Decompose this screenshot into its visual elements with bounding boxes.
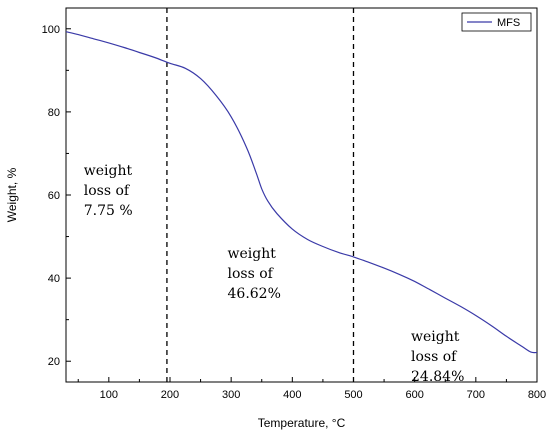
annotation-line: loss of bbox=[228, 266, 275, 282]
x-tick-label: 300 bbox=[222, 389, 240, 401]
legend-entry: MFS bbox=[497, 17, 520, 29]
legend-box bbox=[461, 12, 532, 32]
y-tick-label: 100 bbox=[42, 24, 60, 36]
y-tick-label: 60 bbox=[48, 190, 60, 202]
annotation-line: 24.84% bbox=[411, 369, 464, 385]
plot-frame bbox=[65, 7, 538, 383]
x-tick-label: 600 bbox=[405, 389, 423, 401]
x-tick-label: 200 bbox=[161, 389, 179, 401]
y-tick-label: 40 bbox=[48, 273, 60, 285]
plot-border bbox=[65, 7, 538, 383]
x-axis-label: Temperature, °C bbox=[258, 416, 346, 430]
y-axis-label: Weight, % bbox=[5, 167, 19, 222]
y-tick-label: 80 bbox=[48, 107, 60, 119]
y-axis-ticks: 20 40 60 80 100 bbox=[42, 24, 71, 368]
annotation-line: weight bbox=[84, 163, 133, 179]
annotation-line: 46.62% bbox=[228, 286, 281, 302]
annotation-line: weight bbox=[228, 246, 277, 262]
annotation-line: weight bbox=[411, 329, 460, 345]
legend: MFS bbox=[461, 12, 532, 32]
phase-divider-lines bbox=[166, 8, 355, 382]
series-line-mfs bbox=[65, 31, 538, 354]
x-axis-ticks: 100 200 300 400 500 600 700 800 bbox=[77, 377, 546, 401]
x-tick-label: 100 bbox=[100, 389, 118, 401]
annotation-layer: weight loss of 7.75 % weight loss of 46.62% we… bbox=[84, 163, 465, 385]
x-tick-label: 500 bbox=[344, 389, 362, 401]
x-tick-label: 400 bbox=[283, 389, 301, 401]
annotation-line: loss of bbox=[84, 183, 131, 199]
annotation-line: 7.75 % bbox=[84, 203, 133, 219]
x-tick-label: 800 bbox=[528, 389, 546, 401]
series-layer bbox=[65, 31, 538, 354]
annotation-line: loss of bbox=[411, 349, 458, 365]
x-tick-label: 700 bbox=[467, 389, 485, 401]
y-tick-label: 20 bbox=[48, 356, 60, 368]
